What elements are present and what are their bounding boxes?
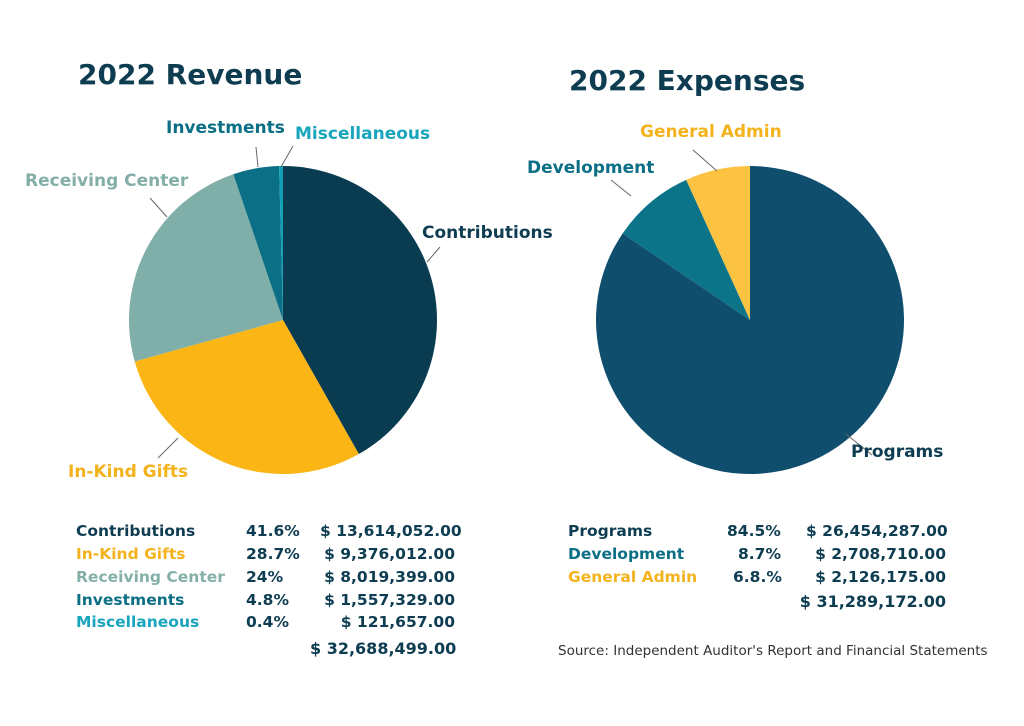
pie-slice-development [622, 179, 750, 320]
pie-slice-investments [233, 166, 283, 320]
pie-slice-contributions [283, 166, 437, 455]
revenue-row-amount: $ 1,557,329.00 [324, 591, 455, 609]
expenses-row-amount: $ 26,454,287.00 [806, 522, 948, 540]
revenue-row-amount: $ 13,614,052.00 [320, 522, 462, 540]
expenses-row-label: Programs [568, 522, 653, 540]
slice-label-development: Development [527, 158, 655, 178]
leader-line-in-kind-gifts [157, 437, 179, 459]
revenue-pie [129, 166, 437, 474]
leader-line-miscellaneous [280, 145, 294, 168]
pie-slice-receiving-center [129, 174, 283, 362]
expenses-row-percent: 84.5% [727, 522, 781, 540]
expenses-title: 2022 Expenses [569, 64, 806, 97]
revenue-row-percent: 0.4% [246, 613, 289, 631]
slice-label-miscellaneous: Miscellaneous [295, 124, 431, 144]
leader-line-investments [255, 146, 259, 168]
slice-label-investments: Investments [166, 118, 285, 138]
revenue-row-label: In-Kind Gifts [76, 545, 186, 563]
expenses-row-percent: 6.8.% [733, 568, 782, 586]
expenses-pie [596, 166, 904, 474]
leader-line-receiving-center [149, 197, 168, 218]
leader-line-development [610, 179, 632, 197]
revenue-row-percent: 4.8% [246, 591, 289, 609]
expenses-row-amount: $ 2,708,710.00 [815, 545, 946, 563]
slice-label-in-kind-gifts: In-Kind Gifts [68, 462, 189, 482]
slice-label-programs: Programs [851, 442, 944, 462]
slice-label-receiving-center: Receiving Center [25, 171, 189, 191]
revenue-row-label: Receiving Center [76, 568, 225, 586]
revenue-row-amount: $ 9,376,012.00 [324, 545, 455, 563]
expenses-row-amount: $ 2,126,175.00 [815, 568, 946, 586]
revenue-row-percent: 24% [246, 568, 284, 586]
revenue-row-percent: 41.6% [246, 522, 300, 540]
pie-slice-miscellaneous [279, 166, 283, 320]
revenue-row-amount: $ 121,657.00 [340, 613, 455, 631]
leader-line-contributions [426, 246, 441, 263]
pie-slice-general-admin [686, 166, 750, 320]
revenue-row-amount: $ 8,019,399.00 [324, 568, 455, 586]
leader-line-programs [845, 433, 873, 456]
revenue-row-label: Investments [76, 591, 185, 609]
expenses-row-label: Development [568, 545, 685, 563]
leader-line-general-admin [692, 149, 718, 172]
expenses-total: $ 31,289,172.00 [799, 592, 946, 611]
pie-slice-in-kind-gifts [134, 320, 359, 474]
revenue-total: $ 32,688,499.00 [310, 639, 457, 658]
source-note: Source: Independent Auditor's Report and… [558, 643, 988, 659]
revenue-title: 2022 Revenue [78, 58, 303, 91]
revenue-row-percent: 28.7% [246, 545, 300, 563]
revenue-row-label: Contributions [76, 522, 196, 540]
expenses-row-label: General Admin [568, 568, 698, 586]
slice-label-contributions: Contributions [422, 223, 553, 243]
expenses-row-percent: 8.7% [738, 545, 781, 563]
revenue-row-label: Miscellaneous [76, 613, 200, 631]
slice-label-general-admin: General Admin [640, 122, 782, 142]
